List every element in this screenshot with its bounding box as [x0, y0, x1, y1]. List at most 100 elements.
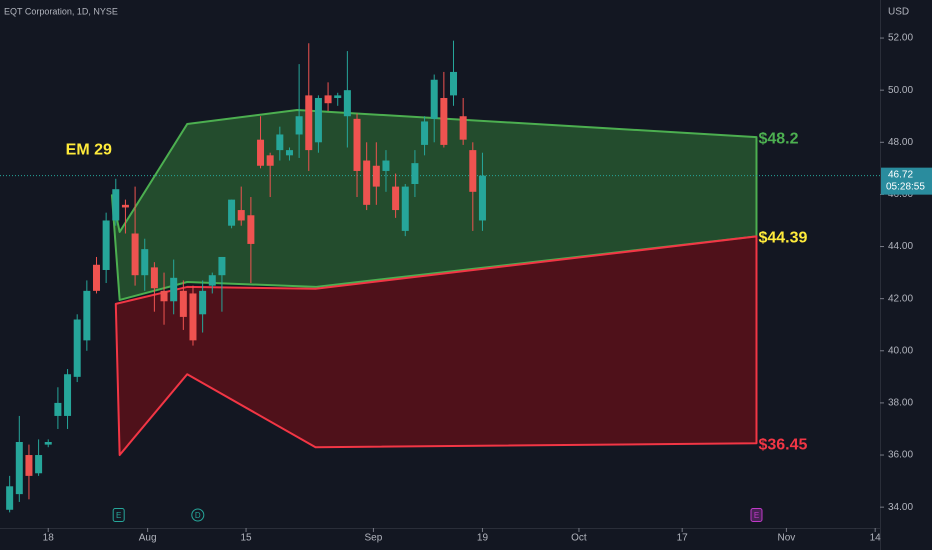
candle-body [237, 210, 245, 221]
candle-body [285, 150, 293, 156]
candle [450, 40, 458, 106]
candle [25, 444, 33, 500]
candle-body [450, 71, 458, 96]
candle [257, 116, 265, 169]
candle-body [92, 264, 100, 291]
candle-body [363, 160, 371, 205]
candle [421, 116, 429, 156]
candle-body [276, 134, 284, 151]
candle [276, 126, 284, 161]
y-tick-label: 36.00 [888, 450, 913, 461]
y-tick-label: 48.00 [888, 137, 913, 148]
candle [247, 197, 255, 284]
candle-body [64, 374, 72, 416]
candle [44, 439, 52, 448]
candle-body [382, 160, 390, 171]
candle-body [141, 249, 149, 276]
candle [228, 199, 236, 229]
candle-body [179, 290, 187, 317]
candle-body [459, 116, 467, 140]
candle-body [44, 441, 52, 445]
candle-body [430, 79, 438, 119]
candle-body [334, 95, 342, 98]
y-tick-label: 38.00 [888, 398, 913, 409]
candle [401, 183, 409, 237]
candle-body [199, 290, 207, 315]
candle [372, 142, 380, 205]
candle [102, 212, 110, 284]
candle [353, 113, 361, 198]
candle-body [392, 186, 400, 211]
chart-title: EQT Corporation, 1D, NYSE [4, 6, 118, 16]
candle [314, 95, 322, 153]
candle-body [421, 121, 429, 145]
candle [179, 280, 187, 330]
candle [295, 64, 303, 158]
event-label: E [754, 511, 759, 520]
candle-body [54, 402, 62, 416]
candle-body [314, 97, 322, 143]
candle [170, 259, 178, 315]
y-tick-label: 44.00 [888, 241, 913, 252]
candle-body [305, 95, 313, 151]
candle-body [102, 220, 110, 270]
candle-body [353, 118, 361, 171]
candle [440, 71, 448, 148]
candle [112, 178, 120, 226]
candle [141, 238, 149, 291]
candle [459, 97, 467, 145]
candle [469, 142, 477, 231]
expected-move-band [114, 235, 758, 457]
candle [35, 439, 43, 476]
candle-body [170, 277, 178, 302]
candle [131, 186, 139, 286]
candle-body [15, 441, 23, 495]
candle [392, 173, 400, 218]
candle-body [150, 267, 158, 289]
candle-body [266, 155, 274, 166]
candle-body [6, 486, 14, 510]
candle [73, 314, 81, 383]
annotation: $44.39 [758, 230, 807, 247]
candle [64, 369, 72, 429]
candle-body [160, 290, 168, 302]
x-tick-label: 18 [43, 533, 55, 544]
x-tick-label: 17 [677, 533, 689, 544]
event-label: E [116, 511, 121, 520]
annotation: $36.45 [758, 437, 807, 454]
x-tick-label: 15 [240, 533, 252, 544]
event-icon [750, 508, 763, 522]
candle [334, 92, 342, 106]
candle [54, 387, 62, 429]
candle [324, 82, 332, 112]
y-tick-label: 50.00 [888, 85, 913, 96]
candle [363, 142, 371, 211]
candle-body [440, 97, 448, 145]
candle [208, 272, 216, 294]
candle-body [208, 275, 216, 286]
annotation: $48.2 [758, 130, 798, 147]
candle-body [112, 189, 120, 221]
candle [478, 152, 486, 231]
candle [92, 256, 100, 294]
candle-body [478, 175, 486, 221]
candle [382, 150, 390, 192]
candle-body [131, 233, 139, 276]
event-icon [112, 508, 125, 522]
candle-body [121, 204, 129, 208]
candle-body [218, 256, 226, 276]
y-tick-label: 42.00 [888, 293, 913, 304]
candle [160, 272, 168, 325]
candle [150, 262, 158, 312]
candle-body [35, 455, 43, 474]
candle [83, 280, 91, 351]
candle [285, 147, 293, 161]
candle [121, 199, 129, 234]
candle-body [324, 95, 332, 104]
y-tick-label: 52.00 [888, 33, 913, 44]
x-tick-label: Nov [778, 533, 796, 544]
price-box [881, 167, 932, 195]
candle [189, 285, 197, 346]
